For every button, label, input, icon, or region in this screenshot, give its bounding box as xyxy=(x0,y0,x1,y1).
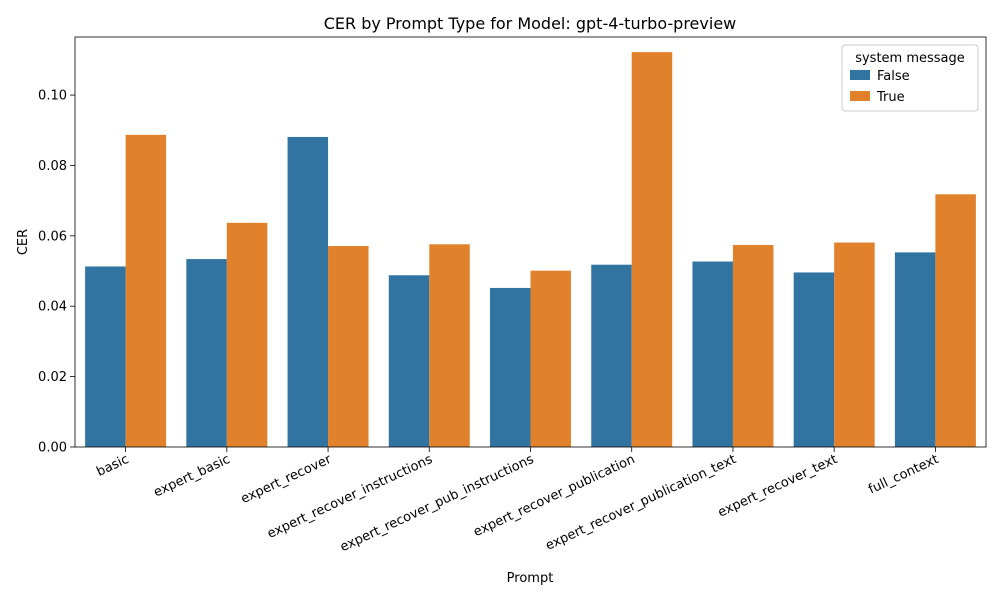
bar-full-context-true xyxy=(935,194,976,447)
x-tick-label: expert_recover xyxy=(239,452,335,507)
y-tick-label: 0.04 xyxy=(38,300,67,315)
bar-expert-recover-pub-instructions-false xyxy=(490,287,531,447)
x-tick-label: full_context xyxy=(866,452,941,498)
legend: system message False True xyxy=(841,44,979,112)
x-tick-label: expert_basic xyxy=(151,452,232,500)
bar-expert-recover-true xyxy=(328,246,369,447)
x-axis: basic expert_basic expert_recoverexpert_re… xyxy=(94,447,941,555)
bar-expert-recover-false xyxy=(287,136,329,447)
plot-frame xyxy=(74,36,987,448)
chart-title: CER by Prompt Type for Model: gpt-4-turb… xyxy=(324,14,737,33)
bar-basic-true xyxy=(125,134,167,447)
y-axis: 0.00 0.02 0.04 0.06 0.08 0.10 xyxy=(38,89,75,456)
x-tick-label: basic xyxy=(94,452,131,480)
legend-frame xyxy=(841,44,979,112)
y-tick-label: 0.00 xyxy=(38,441,67,456)
bar-expert-recover-publication-text-true xyxy=(732,244,774,447)
x-tick-label: expert_recover_publication_text xyxy=(543,452,738,554)
bar-expert-basic-false xyxy=(186,259,227,447)
bar-expert-basic-true xyxy=(226,222,268,447)
y-tick-label: 0.02 xyxy=(38,370,67,385)
bar-expert-recover-text-true xyxy=(834,242,875,447)
legend-label-false: False xyxy=(877,69,910,84)
bar-expert-recover-instructions-false xyxy=(388,275,430,447)
x-tick-label: expert_recover_pub_instructions xyxy=(338,452,536,555)
y-axis-label: CER xyxy=(16,229,31,255)
y-tick-label: 0.10 xyxy=(38,89,67,104)
bar-expert-recover-publication-true xyxy=(631,52,673,447)
legend-swatch-true xyxy=(850,91,870,101)
bar-expert-recover-instructions-true xyxy=(429,244,470,447)
bar-expert-recover-text-false xyxy=(793,272,835,447)
y-tick-label: 0.06 xyxy=(38,229,67,244)
bars-group xyxy=(85,52,976,447)
bar-expert-recover-publication-text-false xyxy=(692,261,733,447)
bar-basic-false xyxy=(85,266,126,447)
y-tick-label: 0.08 xyxy=(38,159,67,174)
bar-expert-recover-publication-false xyxy=(591,264,632,447)
legend-label-true: True xyxy=(876,90,905,105)
legend-swatch-false xyxy=(850,70,870,80)
x-axis-label: Prompt xyxy=(507,571,554,586)
legend-title: system message xyxy=(855,51,965,66)
x-tick-label: expert_recover_instructions xyxy=(265,452,435,542)
bar-expert-recover-pub-instructions-true xyxy=(530,270,571,447)
x-tick-label: expert_recover_publication xyxy=(471,452,637,540)
bar-full-context-false xyxy=(894,252,936,447)
